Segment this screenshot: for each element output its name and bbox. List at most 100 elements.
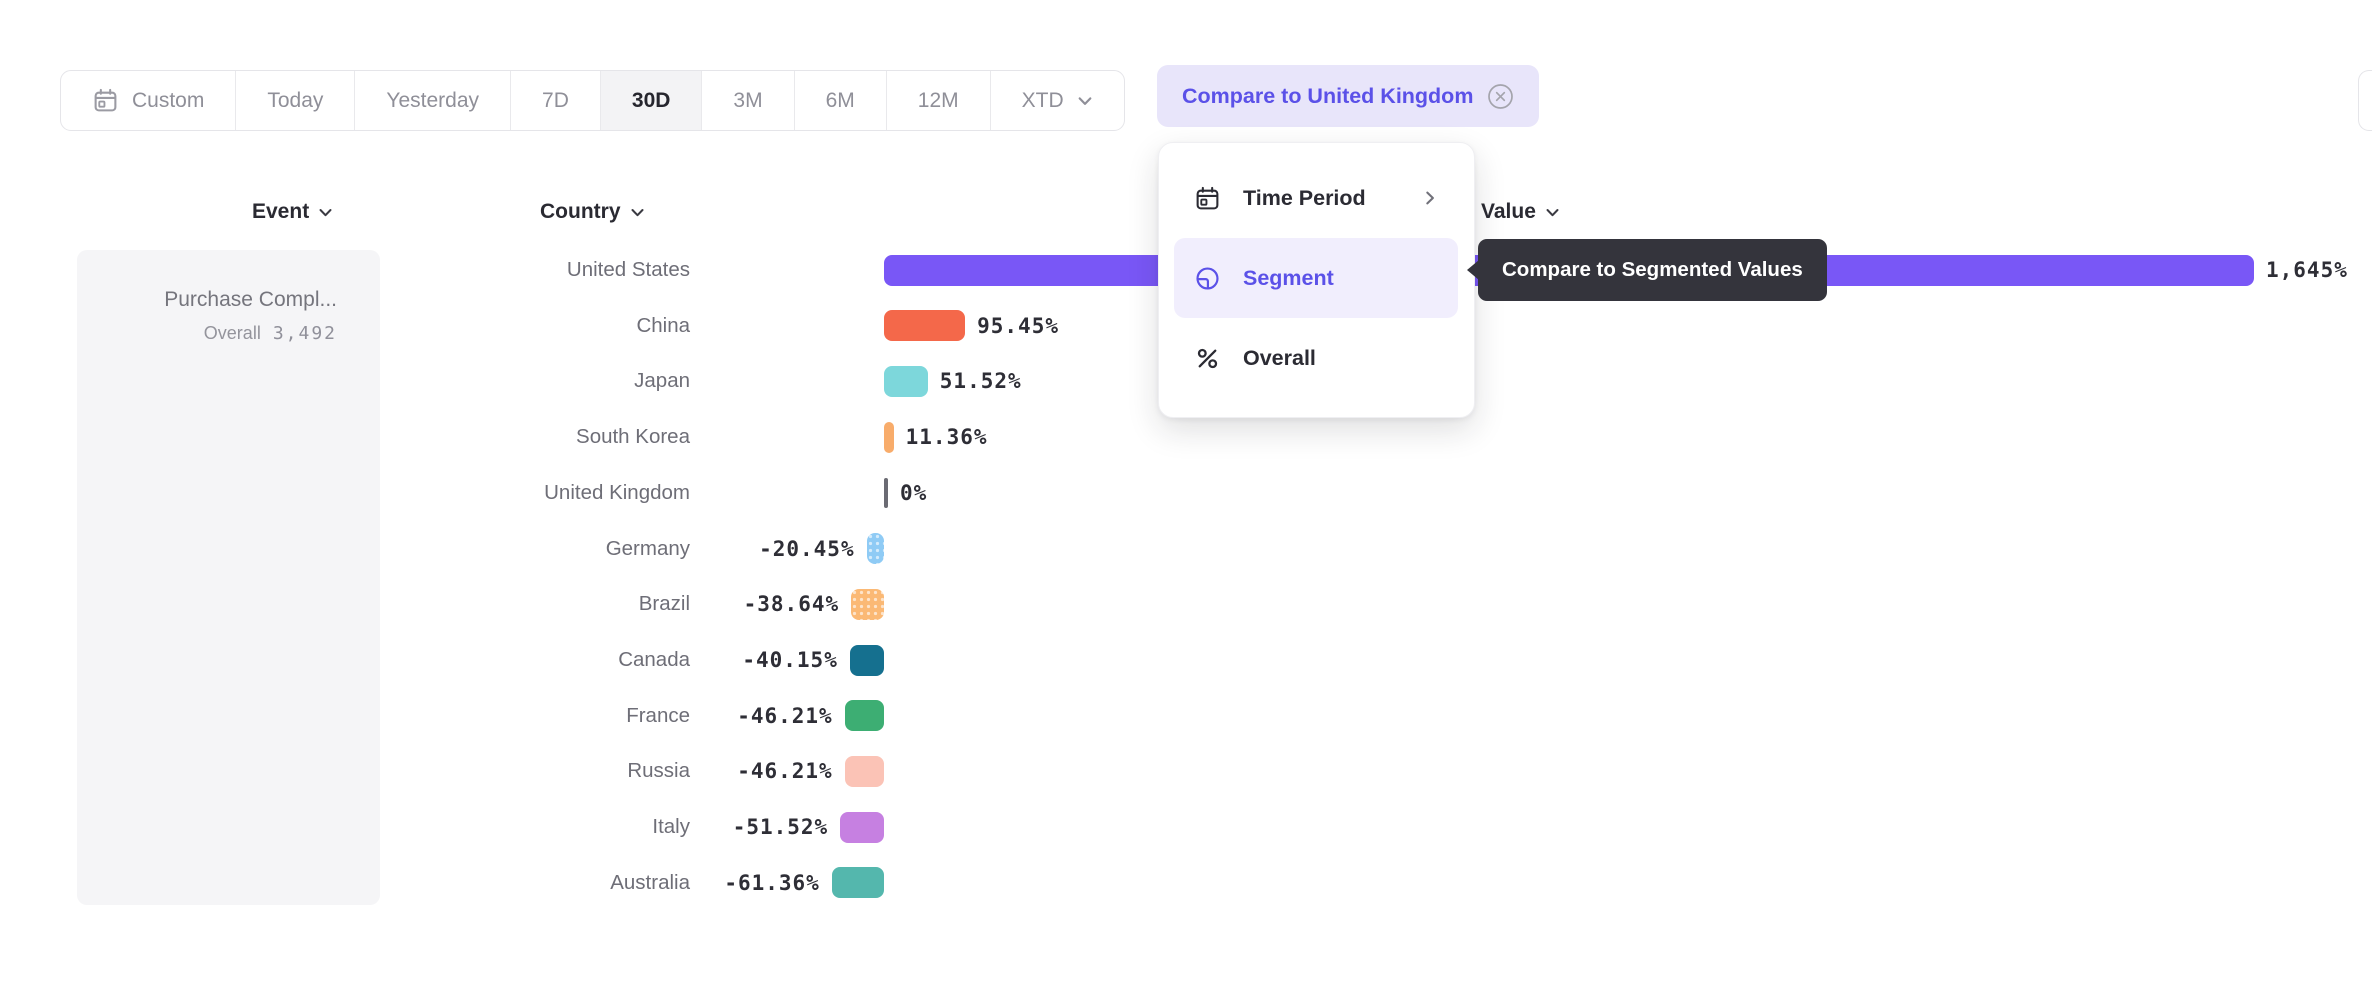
column-header-country[interactable]: Country: [540, 200, 645, 224]
toolbar-item-label: Custom: [132, 88, 205, 112]
value-label: 0%: [900, 480, 928, 505]
event-header-label: Event: [252, 200, 310, 223]
chart-row-canada: Canada -40.15%: [0, 644, 2372, 676]
value-label: -61.36%: [724, 870, 820, 895]
country-bar[interactable]: [884, 365, 928, 397]
value-label: 95.45%: [977, 313, 1059, 338]
chart-row-france: France -46.21%: [0, 700, 2372, 732]
country-header-label: Country: [540, 200, 621, 223]
compare-dropdown-menu: Time Period Segment Overall: [1158, 142, 1475, 418]
tooltip: Compare to Segmented Values: [1467, 239, 1827, 301]
event-name: Purchase Compl...: [164, 288, 337, 311]
clipped-edge-button[interactable]: [2358, 70, 2372, 131]
menu-item-segment[interactable]: Segment: [1174, 238, 1458, 318]
toolbar-item-30d[interactable]: 30D: [600, 71, 703, 130]
country-label: Canada: [618, 648, 690, 672]
country-label: China: [636, 313, 690, 337]
toolbar-item-label: Yesterday: [386, 88, 480, 112]
country-label: United States: [566, 258, 690, 281]
value-label: 51.52%: [939, 369, 1022, 394]
chart-row-brazil: Brazil -38.64%: [0, 588, 2372, 620]
toolbar-item-custom[interactable]: Custom: [61, 71, 237, 130]
country-bar[interactable]: [866, 533, 884, 565]
country-bar[interactable]: [851, 588, 884, 620]
value-label: 11.36%: [905, 425, 988, 450]
chart-row-japan: Japan 51.52%: [0, 365, 2372, 397]
country-label: Italy: [652, 815, 690, 839]
chevron-down-icon: [318, 205, 333, 220]
toolbar-item-3m[interactable]: 3M: [702, 71, 795, 130]
value-label: -20.45%: [759, 536, 855, 561]
chart-row-italy: Italy -51.52%: [0, 811, 2372, 843]
compare-chip[interactable]: Compare to United Kingdom: [1157, 65, 1540, 127]
value-label: -46.21%: [737, 759, 833, 784]
toolbar-item-today[interactable]: Today: [236, 71, 356, 130]
tooltip-arrow-icon: [1467, 260, 1479, 280]
menu-item-label: Overall: [1243, 345, 1316, 370]
value-header-label: Value: [1481, 200, 1536, 223]
country-bar[interactable]: [884, 421, 894, 453]
country-bar[interactable]: [884, 310, 966, 342]
toolbar-item-label: 7D: [542, 88, 569, 112]
event-card[interactable]: Purchase Compl... Overall 3,492: [77, 250, 380, 905]
country-bar[interactable]: [840, 811, 884, 843]
percent-icon: [1194, 345, 1221, 372]
country-bar[interactable]: [844, 700, 884, 732]
close-circle-icon[interactable]: [1487, 83, 1514, 110]
menu-item-overall[interactable]: Overall: [1174, 318, 1458, 398]
segment-pie-icon: [1194, 265, 1221, 292]
country-bar[interactable]: [884, 477, 888, 508]
country-label: France: [626, 703, 690, 727]
country-bar[interactable]: [849, 644, 884, 676]
value-label: -51.52%: [732, 815, 829, 840]
chevron-down-icon: [630, 205, 645, 220]
toolbar-item-12m[interactable]: 12M: [887, 71, 991, 130]
toolbar-item-xtd[interactable]: XTD: [991, 71, 1124, 130]
country-label: Australia: [610, 870, 690, 894]
calendar-icon: [1194, 185, 1221, 212]
chart-row-australia: Australia -61.36%: [0, 867, 2372, 899]
chart-row-united-kingdom: United Kingdom 0%: [0, 477, 2372, 508]
value-label: -46.21%: [737, 703, 833, 728]
menu-item-label: Time Period: [1243, 185, 1366, 210]
chart-row-russia: Russia -46.21%: [0, 755, 2372, 787]
value-label: 1,645%: [2266, 258, 2348, 282]
chevron-down-icon: [1077, 93, 1093, 109]
column-header-event[interactable]: Event: [252, 200, 333, 224]
menu-item-label: Segment: [1243, 265, 1334, 290]
country-bar[interactable]: [831, 867, 884, 899]
menu-item-time-period[interactable]: Time Period: [1174, 158, 1458, 238]
value-label: -38.64%: [743, 592, 840, 617]
toolbar-item-7d[interactable]: 7D: [511, 71, 601, 130]
toolbar-item-yesterday[interactable]: Yesterday: [355, 71, 512, 130]
toolbar-item-label: 12M: [917, 88, 959, 112]
chart-row-south-korea: South Korea 11.36%: [0, 421, 2372, 453]
chart-row-china: China 95.45%: [0, 310, 2372, 342]
tooltip-text: Compare to Segmented Values: [1502, 258, 1803, 281]
event-metric-value: 3,492: [272, 323, 337, 344]
chevron-right-icon: [1422, 190, 1438, 206]
calendar-icon: [92, 87, 119, 114]
toolbar-item-label: 30D: [631, 88, 671, 112]
event-metric-label: Overall: [203, 323, 261, 343]
compare-chip-label: Compare to United Kingdom: [1182, 83, 1474, 108]
country-label: Brazil: [638, 592, 690, 616]
event-metric: Overall 3,492: [164, 323, 337, 344]
toolbar-item-6m[interactable]: 6M: [795, 71, 887, 130]
toolbar-item-label: XTD: [1021, 88, 1064, 112]
country-bar[interactable]: [844, 755, 884, 787]
country-label: Germany: [605, 536, 690, 560]
country-label: United Kingdom: [544, 480, 690, 504]
event-card-content: Purchase Compl... Overall 3,492: [164, 288, 337, 344]
value-label: -40.15%: [742, 648, 838, 673]
toolbar-item-label: 6M: [825, 88, 855, 112]
toolbar-item-label: 3M: [733, 88, 763, 112]
country-label: Russia: [627, 759, 690, 783]
country-label: South Korea: [576, 425, 690, 449]
column-header-value[interactable]: Value: [1481, 200, 1560, 224]
chevron-down-icon: [1545, 205, 1560, 220]
toolbar-item-label: Today: [267, 88, 324, 112]
chart-row-germany: Germany -20.45%: [0, 533, 2372, 565]
